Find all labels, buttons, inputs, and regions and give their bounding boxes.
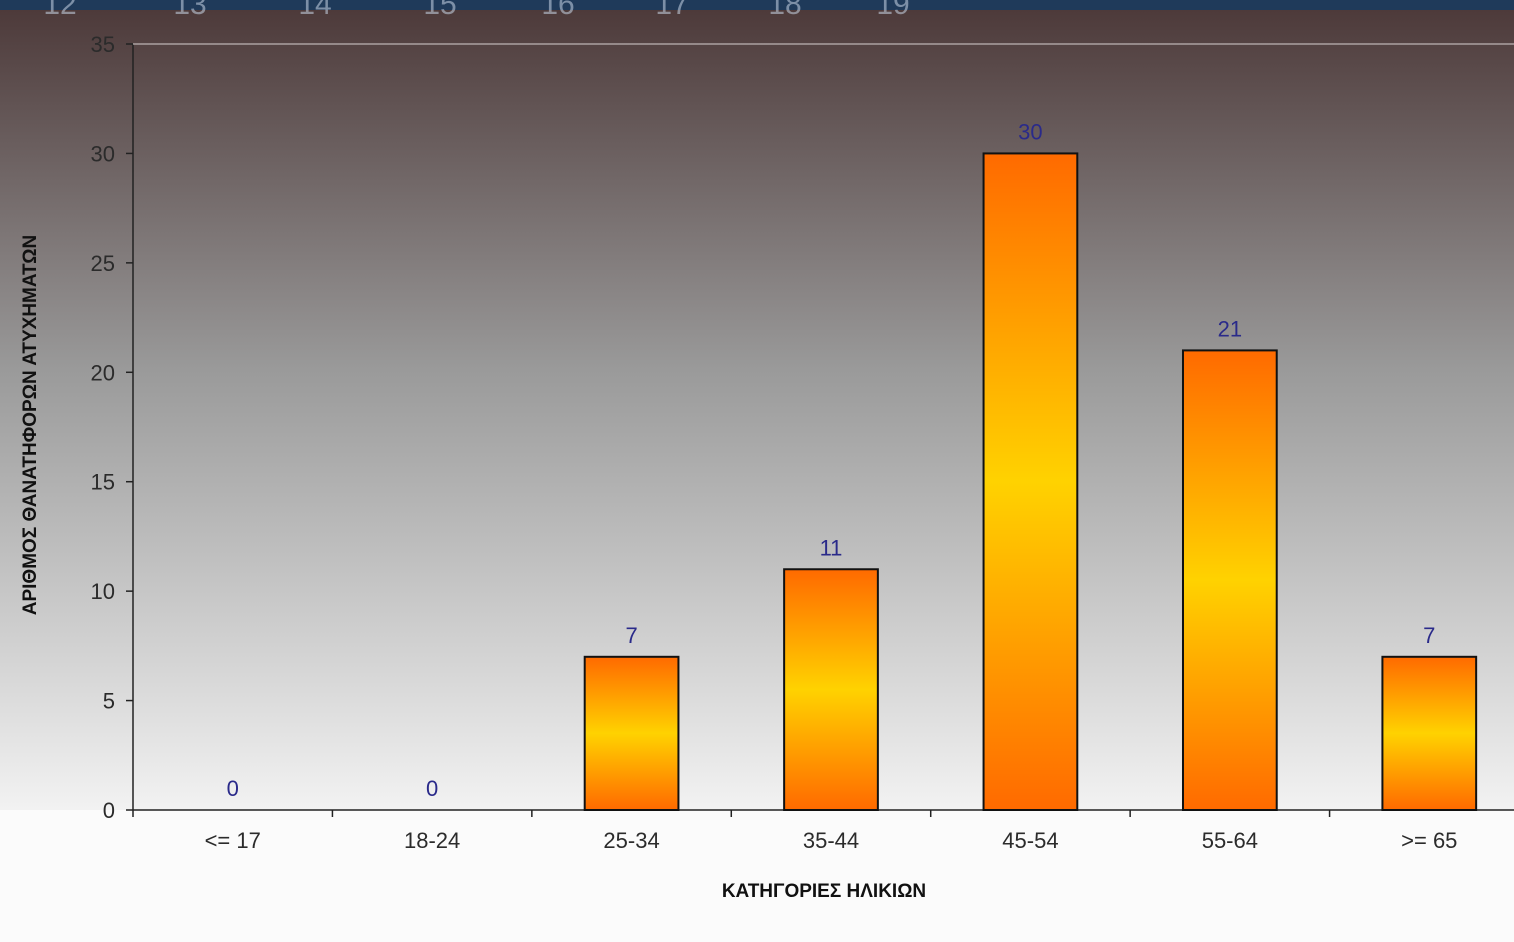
data-label: 0 [426, 776, 438, 801]
bars [583, 152, 1478, 811]
top-strip-number: 18 [768, 0, 801, 21]
top-strip-number: 14 [298, 0, 331, 21]
data-labels: 0 0 7 11 30 21 7 [227, 119, 1436, 801]
data-label: 30 [1018, 119, 1042, 144]
top-header-strip [0, 0, 1514, 10]
x-tick-label: 35-44 [803, 828, 859, 853]
data-label: 11 [820, 535, 843, 560]
top-strip-number: 12 [43, 0, 76, 21]
bar [1381, 655, 1478, 811]
x-tick-label: 55-64 [1202, 828, 1258, 853]
x-axis-title: ΚΑΤΗΓΟΡΙΕΣ ΗΛΙΚΙΩΝ [722, 881, 926, 902]
y-tick-label: 15 [91, 470, 115, 495]
y-axis-ticks: 0 5 10 15 20 25 30 35 [91, 32, 133, 823]
y-tick-label: 35 [91, 32, 115, 57]
x-tick-labels: <= 17 18-24 25-34 35-44 45-54 55-64 >= 65 [205, 828, 1458, 853]
top-strip-number: 15 [423, 0, 456, 21]
x-tick-label: 25-34 [603, 828, 659, 853]
top-strip-number: 17 [655, 0, 688, 21]
x-tick-label: 18-24 [404, 828, 460, 853]
x-axis-ticks [132, 810, 1331, 817]
y-axis-title: ΑΡΙΘΜΟΣ ΘΑΝΑΤΗΦΟΡΩΝ ΑΤΥΧΗΜΑΤΩΝ [20, 235, 41, 616]
y-tick-label: 5 [103, 689, 115, 714]
plot-background [0, 10, 1514, 810]
top-strip-number: 13 [173, 0, 206, 21]
data-label: 7 [625, 623, 637, 648]
bar [783, 568, 879, 811]
bar [1181, 349, 1278, 811]
data-label: 7 [1423, 623, 1435, 648]
y-tick-label: 10 [91, 579, 115, 604]
x-tick-label: 45-54 [1002, 828, 1058, 853]
y-tick-label: 0 [103, 798, 115, 823]
y-tick-label: 25 [91, 251, 115, 276]
top-strip-number: 19 [876, 0, 909, 21]
y-tick-label: 30 [91, 141, 115, 166]
bar [583, 655, 680, 811]
x-tick-label: <= 17 [205, 828, 261, 853]
data-label: 0 [227, 776, 239, 801]
top-strip-number: 16 [541, 0, 574, 21]
data-label: 21 [1218, 316, 1242, 341]
bar [982, 152, 1079, 811]
y-tick-label: 20 [91, 360, 115, 385]
x-tick-label: >= 65 [1401, 828, 1457, 853]
top-strip-numbers: 12 13 14 15 16 17 18 19 [43, 0, 909, 21]
